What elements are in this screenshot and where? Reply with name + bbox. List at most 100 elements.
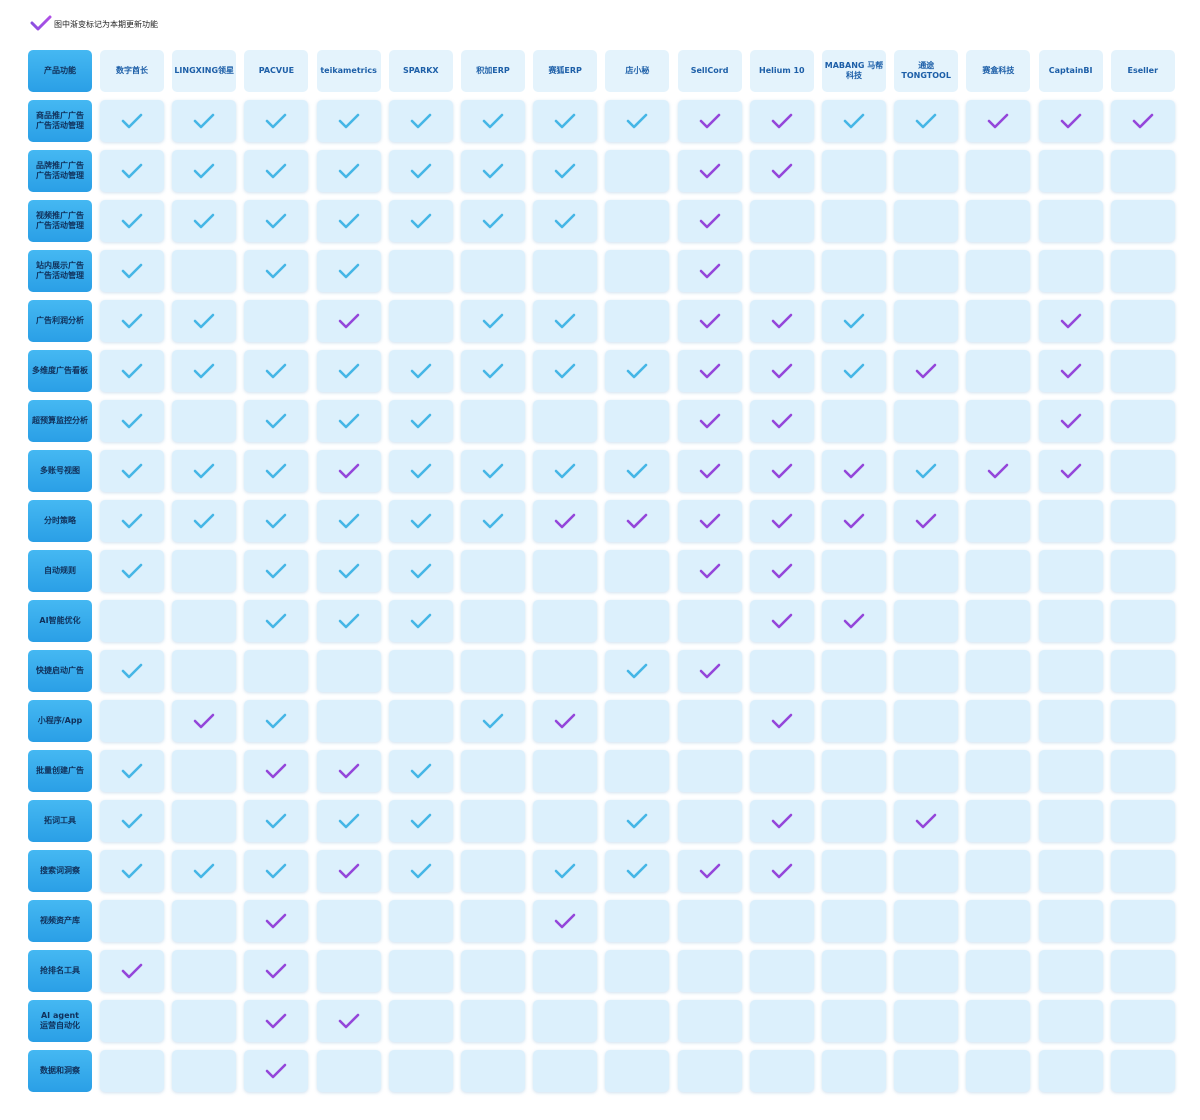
check-mark	[338, 413, 359, 429]
cell	[172, 700, 237, 742]
cell	[677, 200, 742, 242]
cell	[822, 200, 886, 242]
check-mark	[843, 113, 865, 129]
cell	[822, 450, 886, 492]
cell	[244, 1000, 309, 1042]
cell	[677, 500, 742, 542]
cell	[1038, 250, 1103, 292]
cell	[966, 500, 1031, 542]
check-mark	[266, 613, 287, 629]
cell	[244, 450, 309, 492]
cell	[316, 950, 381, 992]
cell	[822, 1000, 886, 1042]
cell	[316, 1000, 381, 1042]
cell	[388, 600, 453, 642]
cell	[316, 700, 381, 742]
cell	[244, 950, 309, 992]
cell	[1038, 550, 1103, 592]
cell	[894, 650, 959, 692]
check-mark	[193, 363, 215, 379]
cell	[1110, 700, 1175, 742]
cell	[605, 1000, 670, 1042]
cell	[966, 750, 1031, 792]
cell	[966, 200, 1031, 242]
cell	[966, 150, 1031, 192]
cell	[966, 850, 1031, 892]
feature-label: 多账号视图	[28, 450, 92, 492]
check-mark	[1060, 363, 1081, 379]
cell	[244, 550, 309, 592]
cell	[100, 150, 164, 192]
check-mark	[193, 863, 215, 879]
cell	[388, 450, 453, 492]
cell	[677, 650, 742, 692]
cell	[822, 750, 886, 792]
cell	[388, 150, 453, 192]
cell	[894, 1050, 959, 1092]
cell	[461, 550, 525, 592]
cell	[244, 600, 309, 642]
check-mark	[193, 113, 215, 129]
cell	[1038, 700, 1103, 742]
cell	[172, 650, 237, 692]
cell	[605, 400, 670, 442]
cell	[172, 800, 237, 842]
cell	[677, 350, 742, 392]
cell	[244, 200, 309, 242]
cell	[966, 900, 1031, 942]
check-mark	[699, 463, 720, 479]
cell	[244, 750, 309, 792]
cell	[533, 650, 598, 692]
legend-text: 图中渐变标记为本期更新功能	[54, 20, 158, 29]
cell	[894, 900, 959, 942]
cell	[894, 850, 959, 892]
check-mark	[843, 613, 865, 629]
cell	[822, 500, 886, 542]
cell	[388, 500, 453, 542]
cell	[822, 550, 886, 592]
cell	[100, 900, 164, 942]
cell	[388, 650, 453, 692]
cell	[1110, 450, 1175, 492]
check-mark	[266, 363, 287, 379]
cell	[244, 250, 309, 292]
cell	[172, 750, 237, 792]
feature-label: 数据和洞察	[28, 1050, 92, 1092]
cell	[677, 600, 742, 642]
cell	[605, 700, 670, 742]
cell	[461, 1050, 525, 1092]
check-mark	[410, 763, 432, 779]
cell	[388, 950, 453, 992]
check-mark	[338, 513, 359, 529]
cell	[1038, 350, 1103, 392]
check-mark	[338, 863, 359, 879]
feature-label: 快捷启动广告	[28, 650, 92, 692]
cell	[1110, 350, 1175, 392]
cell	[677, 850, 742, 892]
cell	[749, 550, 814, 592]
check-mark	[699, 563, 720, 579]
cell	[749, 600, 814, 642]
product-header: MABANG 马帮科技	[822, 50, 886, 92]
cell	[749, 200, 814, 242]
cell	[1038, 750, 1103, 792]
product-header: SPARKX	[388, 50, 453, 92]
check-mark	[338, 213, 359, 229]
cell	[316, 500, 381, 542]
cell	[677, 450, 742, 492]
check-mark	[699, 663, 720, 679]
check-mark	[482, 213, 504, 229]
cell	[1038, 300, 1103, 342]
check-mark	[266, 963, 287, 979]
check-mark	[266, 763, 287, 779]
cell	[1110, 150, 1175, 192]
cell	[533, 150, 598, 192]
cell	[605, 150, 670, 192]
cell	[894, 450, 959, 492]
check-mark	[627, 513, 648, 529]
check-mark	[121, 863, 143, 879]
cell	[533, 450, 598, 492]
cell	[749, 800, 814, 842]
cell	[172, 350, 237, 392]
check-mark	[410, 163, 432, 179]
